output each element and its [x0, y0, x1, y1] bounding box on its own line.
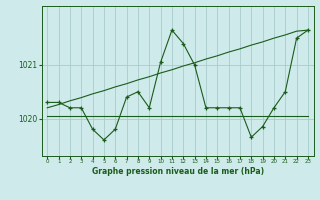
X-axis label: Graphe pression niveau de la mer (hPa): Graphe pression niveau de la mer (hPa)	[92, 167, 264, 176]
